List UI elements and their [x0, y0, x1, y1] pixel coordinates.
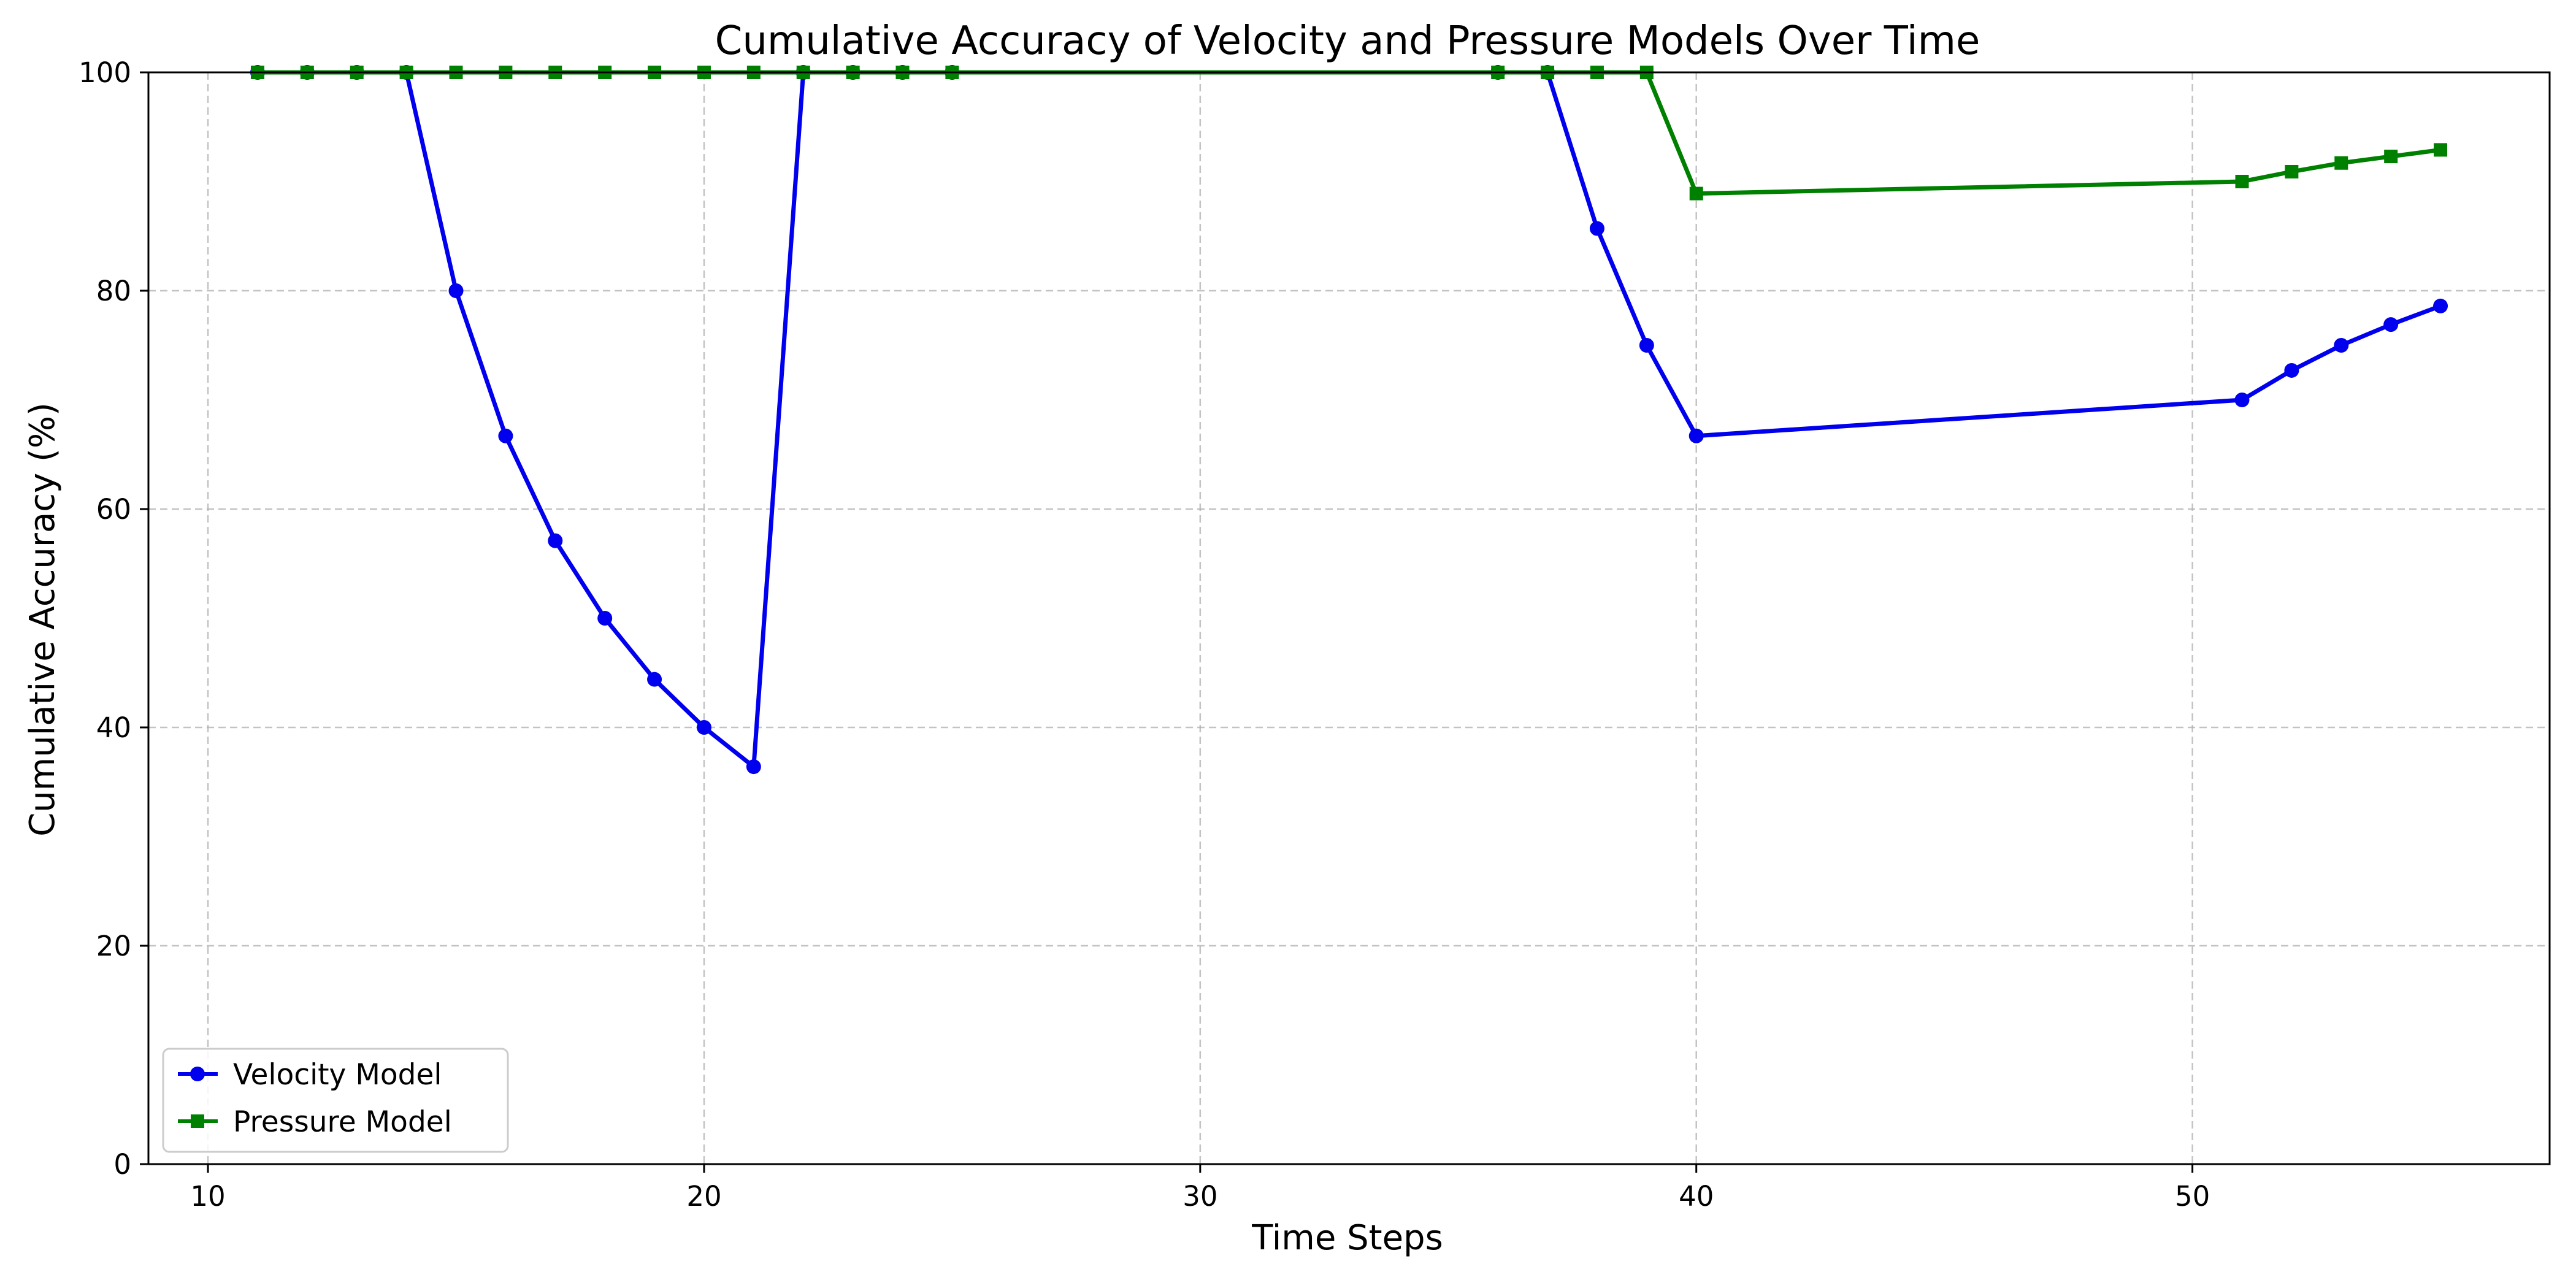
data-point-velocity-model	[696, 720, 711, 735]
x-tick-label: 10	[190, 1180, 225, 1213]
series-pressure-model	[250, 66, 2448, 201]
data-point-velocity-model	[2433, 298, 2448, 313]
data-point-velocity-model	[746, 759, 761, 775]
legend-box	[162, 1048, 509, 1153]
series-line-velocity-model	[257, 70, 2442, 769]
axis-ticks: 10 20 30 40 50 0 20 40 60 80 100	[79, 56, 2210, 1213]
data-point-velocity-model	[448, 283, 464, 298]
data-point-velocity-model	[647, 672, 662, 687]
x-axis-label: Time Steps	[1251, 1218, 1443, 1258]
legend-marker-pressure	[191, 1114, 204, 1128]
data-point-pressure-model	[2434, 143, 2448, 157]
data-point-pressure-model	[2334, 156, 2348, 170]
y-tick-label: 0	[113, 1148, 131, 1181]
legend-marker-velocity	[190, 1067, 205, 1081]
y-tick-label: 60	[96, 493, 131, 526]
y-tick-label: 100	[79, 56, 131, 89]
x-tick-label: 40	[1679, 1180, 1714, 1213]
data-point-velocity-model	[2383, 317, 2399, 332]
data-point-velocity-model	[1689, 428, 1704, 443]
y-tick-label: 40	[96, 711, 131, 744]
data-point-velocity-model	[1589, 221, 1604, 236]
data-point-velocity-model	[2284, 362, 2299, 378]
data-point-velocity-model	[548, 533, 563, 548]
chart-title: Cumulative Accuracy of Velocity and Pres…	[715, 18, 1980, 64]
legend-label-velocity: Velocity Model	[233, 1058, 442, 1092]
data-point-pressure-model	[2384, 150, 2398, 164]
x-tick-label: 50	[2175, 1180, 2210, 1213]
y-tick-label: 80	[96, 275, 131, 307]
data-point-velocity-model	[498, 428, 513, 443]
x-tick-label: 30	[1183, 1180, 1217, 1213]
x-tick-label: 20	[686, 1180, 721, 1213]
series-line-pressure-model	[257, 70, 2441, 196]
series-velocity-model	[250, 65, 2448, 775]
plot-frame	[147, 71, 2551, 1165]
y-axis-label: Cumulative Accuracy (%)	[23, 402, 63, 837]
y-tick-label: 20	[96, 930, 131, 962]
data-point-velocity-model	[597, 611, 613, 626]
data-point-pressure-model	[2235, 175, 2249, 188]
legend: Velocity Model Pressure Model	[162, 1048, 509, 1153]
grid	[148, 71, 2550, 1165]
legend-label-pressure: Pressure Model	[233, 1105, 452, 1139]
data-point-velocity-model	[1639, 338, 1654, 353]
series-layer	[250, 65, 2448, 775]
data-point-pressure-model	[2285, 164, 2299, 178]
data-point-pressure-model	[1689, 186, 1703, 201]
data-point-velocity-model	[2334, 338, 2349, 353]
data-point-velocity-model	[2234, 393, 2250, 407]
